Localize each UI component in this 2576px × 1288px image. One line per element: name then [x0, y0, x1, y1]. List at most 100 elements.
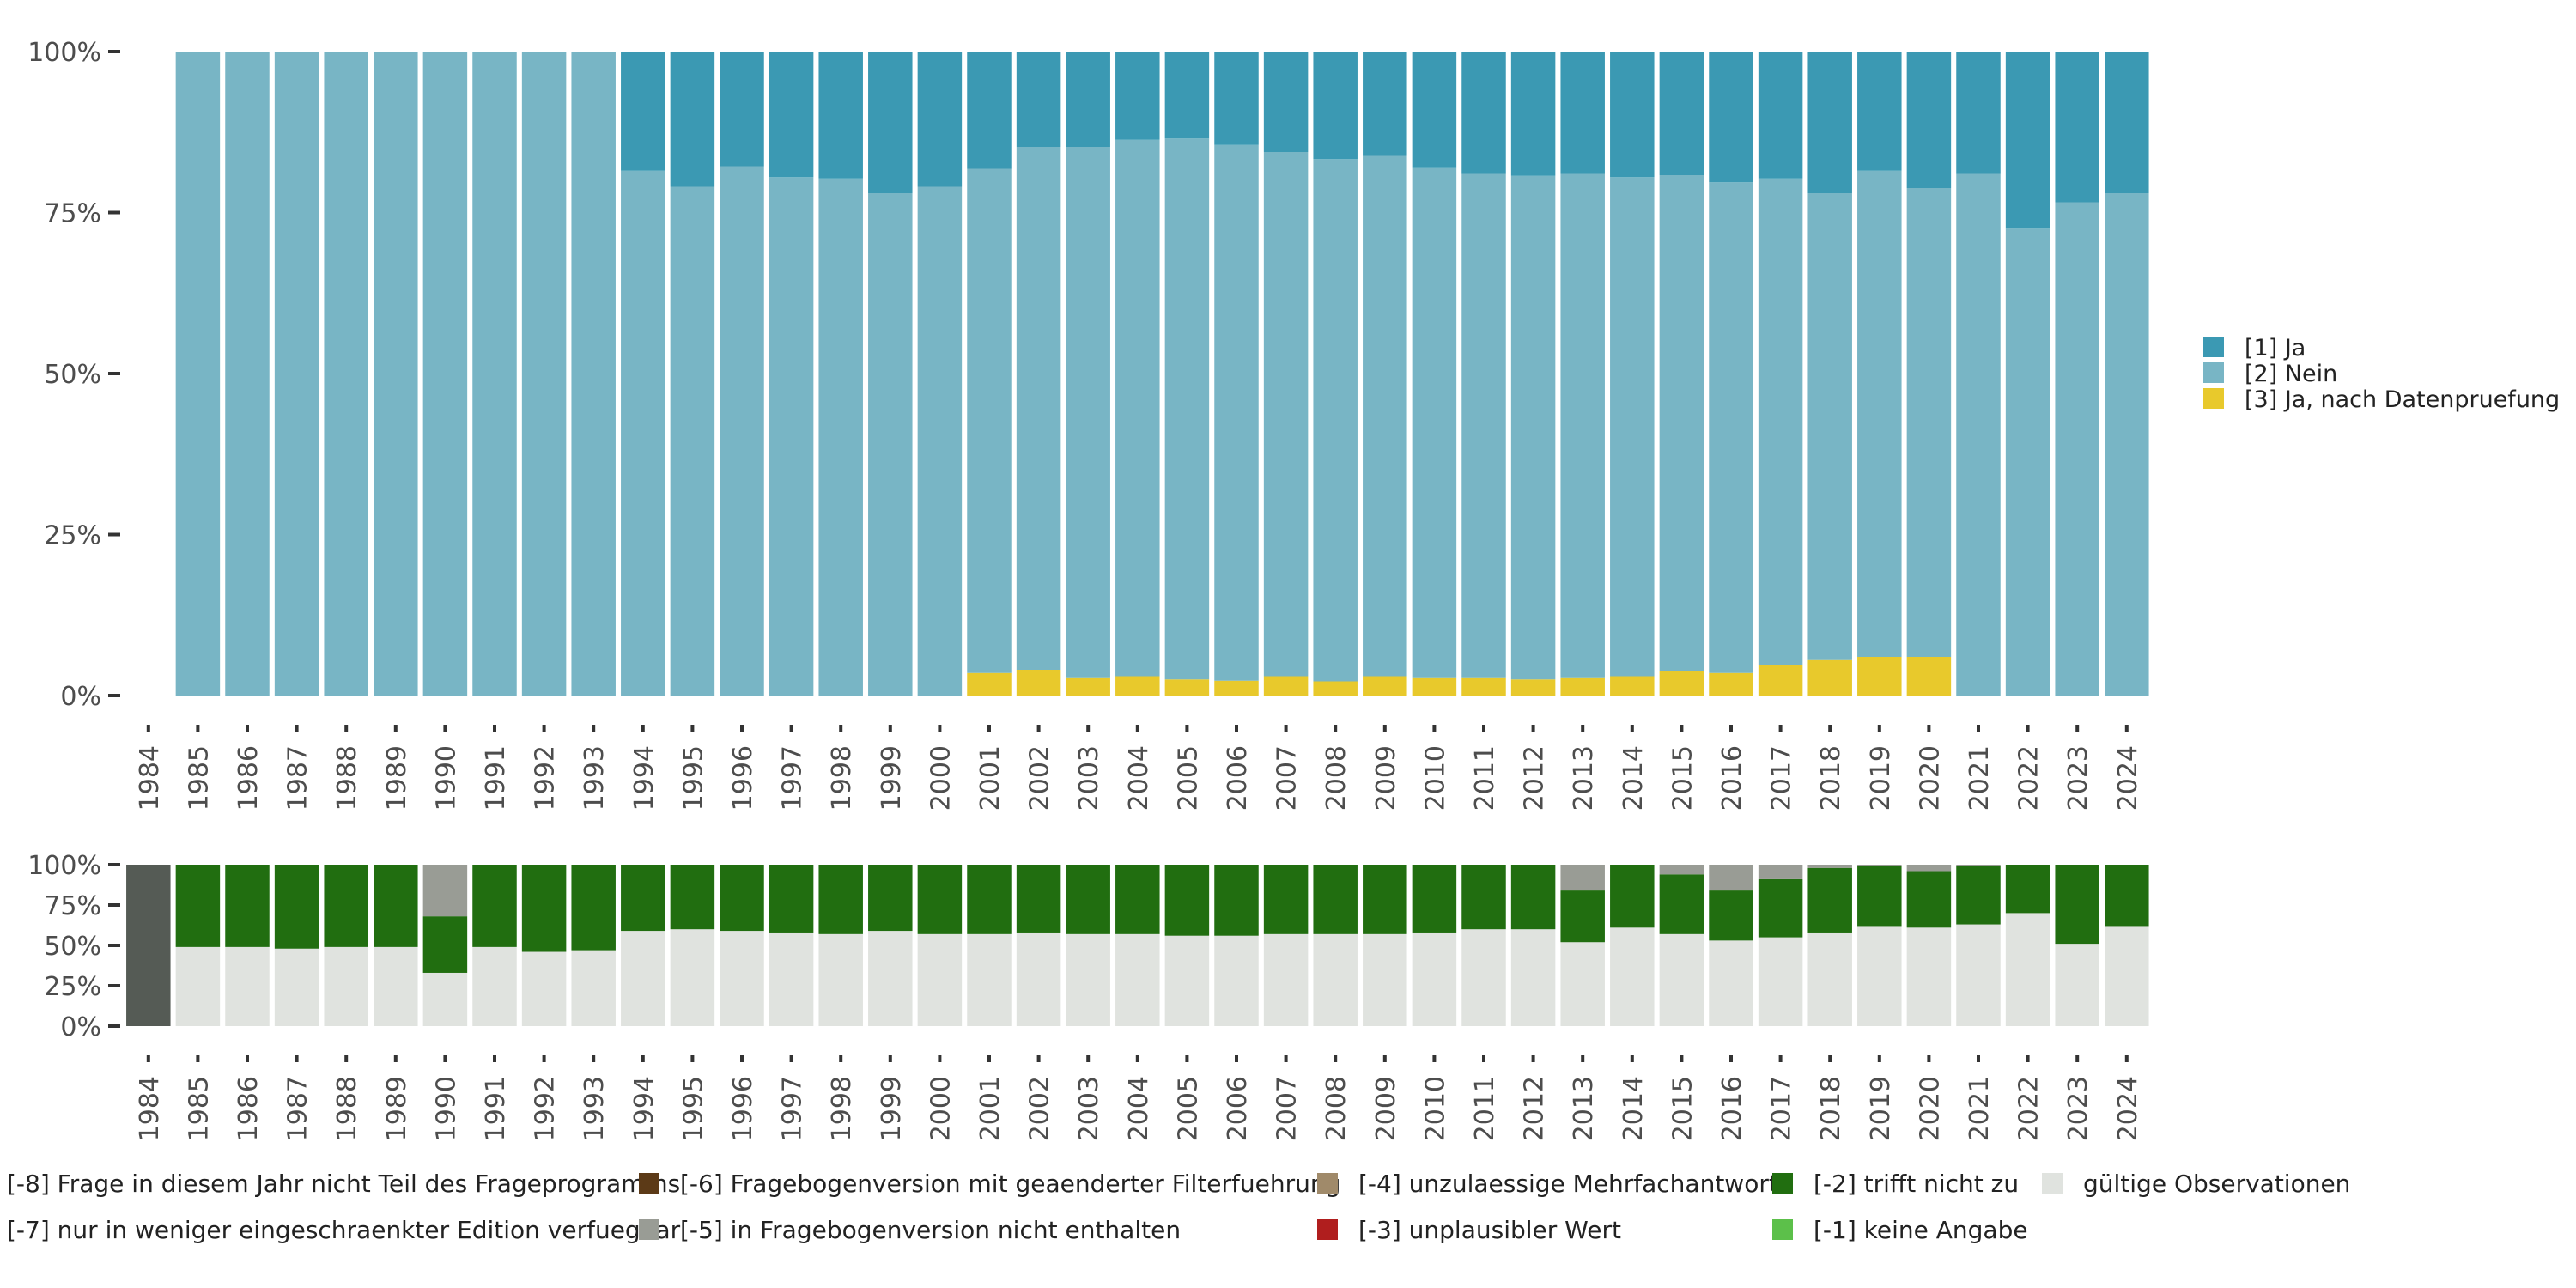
top-bar-2001-series-2: [967, 52, 1012, 169]
bottom-legend-swatch-4: [2042, 1173, 2063, 1194]
bottom-bar-2020-series-2: [1906, 865, 1952, 872]
bottom-bar-1985-series-1: [175, 865, 221, 947]
top-bar-1996-series-2: [720, 52, 764, 167]
top-bar-2011-series-1: [1461, 173, 1506, 678]
top-bar-2005-series-2: [1164, 52, 1210, 139]
bottom-x-tick-label: 2017: [1767, 1076, 1797, 1141]
top-bar-2009-series-2: [1363, 52, 1407, 156]
top-x-tick-label: 1999: [877, 745, 907, 811]
bottom-x-tick-label: 2007: [1273, 1076, 1303, 1141]
bottom-bar-2013-series-0: [1560, 942, 1605, 1026]
bottom-bar-1999-series-1: [868, 865, 913, 932]
bottom-bar-2013-series-2: [1560, 865, 1605, 891]
top-x-tick-label: 1985: [184, 745, 214, 811]
top-bar-2012-series-1: [1510, 175, 1556, 680]
top-x-tick-label: 2010: [1420, 745, 1450, 811]
bottom-x-tick-label: 1985: [184, 1076, 214, 1141]
bottom-y-tick-label: 25%: [44, 972, 101, 1002]
bottom-x-tick-label: 2021: [1965, 1076, 1995, 1141]
bottom-x-tick-label: 1997: [778, 1076, 808, 1141]
top-bar-2020-series-1: [1906, 188, 1952, 657]
bottom-x-tick-label: 2000: [926, 1076, 956, 1141]
top-bar-1999-series-2: [868, 52, 913, 193]
bottom-bar-1992-series-1: [521, 865, 567, 952]
top-x-tick-label: 1992: [531, 745, 561, 811]
bottom-bar-1990-series-2: [422, 865, 468, 917]
top-x-tick-label: 1988: [332, 745, 362, 811]
bottom-legend-label-1: [-6] Fragebogenversion mit geaenderter F…: [680, 1170, 1340, 1198]
top-bar-2003-series-0: [1066, 677, 1110, 696]
bottom-bar-2015-series-2: [1659, 865, 1704, 875]
bottom-legend-label-2: [-4] unzulaessige Mehrfachantwort: [1358, 1170, 1778, 1198]
bottom-x-tick-label: 1988: [332, 1076, 362, 1141]
top-bar-2015-series-0: [1659, 671, 1704, 696]
bottom-x-tick-label: 1993: [580, 1076, 610, 1141]
bottom-x-tick-label: 2019: [1866, 1076, 1896, 1141]
bottom-x-tick-label: 2002: [1025, 1076, 1055, 1141]
bottom-bar-2016-series-2: [1709, 865, 1753, 891]
top-bar-2007-series-1: [1263, 152, 1309, 677]
top-bar-1987-series-1: [274, 52, 319, 696]
bottom-bar-2024-series-0: [2105, 926, 2149, 1026]
bottom-x-tick-label: 2020: [1915, 1076, 1945, 1141]
bottom-x-tick-label: 2016: [1717, 1076, 1747, 1141]
bottom-bar-2022-series-1: [2005, 865, 2050, 914]
top-x-tick-label: 2021: [1965, 745, 1995, 811]
bottom-legend-swatch-7: [1317, 1219, 1338, 1240]
top-bar-2024-series-2: [2105, 52, 2149, 193]
bottom-bar-2019-series-1: [1857, 866, 1902, 927]
top-bar-1998-series-2: [818, 52, 863, 179]
bottom-bar-2005-series-1: [1164, 865, 1210, 936]
bottom-legend-label-0: [-8] Frage in diesem Jahr nicht Teil des…: [7, 1170, 680, 1198]
bottom-legend-label-6: [-5] in Fragebogenversion nicht enthalte…: [680, 1216, 1181, 1244]
bottom-x-tick-label: 2005: [1173, 1076, 1203, 1141]
bottom-x-tick-label: 1999: [877, 1076, 907, 1141]
bottom-x-tick-label: 1987: [283, 1076, 313, 1141]
bottom-legend-label-5: [-7] nur in weniger eingeschraenkter Edi…: [7, 1216, 681, 1244]
bottom-bar-2023-series-0: [2055, 944, 2099, 1026]
top-bar-2015-series-1: [1659, 175, 1704, 671]
bottom-x-tick-label: 1995: [678, 1076, 708, 1141]
top-bar-1996-series-1: [720, 166, 764, 696]
top-bar-2023-series-1: [2055, 202, 2099, 696]
top-x-tick-label: 2009: [1371, 745, 1401, 811]
top-bar-1990-series-1: [422, 52, 468, 696]
top-bar-2018-series-0: [1807, 659, 1852, 696]
top-bar-2003-series-1: [1066, 147, 1110, 678]
top-x-tick-label: 2016: [1717, 745, 1747, 811]
bottom-bar-2001-series-1: [967, 865, 1012, 934]
bottom-bar-1998-series-0: [818, 933, 863, 1026]
bottom-bar-2018-series-1: [1807, 867, 1852, 933]
bottom-y-tick-label: 75%: [44, 891, 101, 921]
bottom-x-tick-label: 1989: [382, 1076, 412, 1141]
bottom-bar-2010-series-1: [1412, 865, 1457, 933]
top-x-tick-label: 2024: [2113, 745, 2143, 811]
legend-label-0: [1] Ja: [2245, 335, 2306, 361]
bottom-bar-2010-series-0: [1412, 932, 1457, 1026]
bottom-bar-1991-series-1: [472, 865, 517, 947]
top-x-tick-label: 1989: [382, 745, 412, 811]
top-x-tick-label: 2002: [1025, 745, 1055, 811]
top-x-tick-label: 1993: [580, 745, 610, 811]
bottom-bar-2004-series-1: [1115, 865, 1160, 934]
bottom-bar-2003-series-0: [1066, 933, 1110, 1026]
bottom-bar-2024-series-1: [2105, 865, 2149, 927]
bottom-bar-2008-series-0: [1313, 933, 1358, 1026]
bottom-x-tick-label: 2010: [1420, 1076, 1450, 1141]
top-bar-1993-series-1: [571, 52, 616, 696]
top-bar-1995-series-1: [670, 186, 715, 696]
top-bar-2021-series-2: [1956, 52, 2001, 174]
bottom-bar-2018-series-2: [1807, 865, 1852, 868]
top-x-tick-label: 1991: [481, 745, 511, 811]
bottom-bar-1993-series-0: [571, 950, 616, 1026]
top-x-tick-label: 2001: [975, 745, 1005, 811]
bottom-bar-2019-series-0: [1857, 926, 1902, 1026]
top-bar-2014-series-2: [1610, 52, 1655, 178]
bottom-bar-1987-series-1: [274, 865, 319, 949]
top-bar-2009-series-0: [1363, 676, 1407, 696]
bottom-bar-2022-series-0: [2005, 913, 2050, 1026]
bottom-x-tick-label: 2003: [1074, 1076, 1104, 1141]
top-bar-2016-series-1: [1709, 182, 1753, 673]
top-x-tick-label: 1997: [778, 745, 808, 811]
